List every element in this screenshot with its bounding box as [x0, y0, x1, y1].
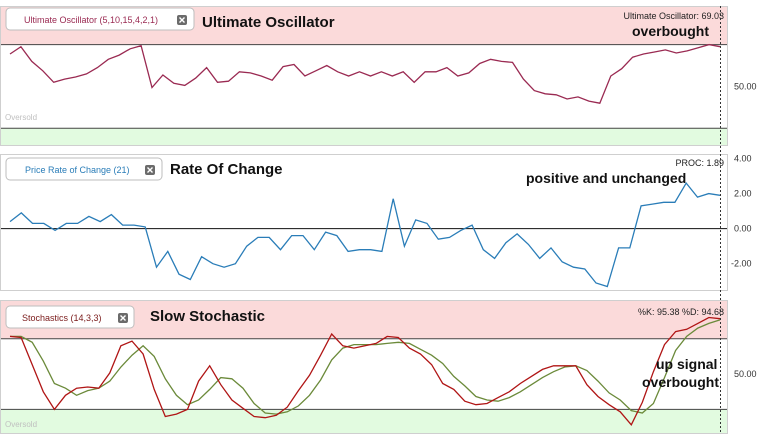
uo-badge-box — [5, 7, 195, 31]
stoch-title: Slow Stochastic — [150, 308, 265, 325]
uo-panel: Oversold 50.00 Ultimate Oscillator (5,10… — [0, 6, 757, 146]
stoch-annotation-line2: overbought — [642, 374, 719, 390]
roc-badge-box — [5, 157, 163, 181]
roc-panel: 4.00 2.00 0.00 -2.00 Price Rate of Chang… — [0, 154, 752, 291]
uo-oversold-label: Oversold — [5, 113, 37, 122]
stoch-close-icon[interactable] — [118, 313, 128, 323]
stoch-badge-box — [5, 305, 135, 329]
roc-tick-0: 0.00 — [734, 224, 752, 234]
uo-panel-border — [0, 6, 728, 146]
uo-tick-50: 50.00 — [734, 82, 757, 92]
roc-line — [9, 181, 721, 288]
stoch-badge[interactable]: Stochastics (14,3,3) — [5, 305, 135, 329]
roc-panel-border — [0, 154, 728, 291]
stoch-annotation-line1: up signal — [656, 356, 717, 372]
roc-badge-label: Price Rate of Change (21) — [25, 165, 130, 175]
roc-title: Rate Of Change — [170, 161, 283, 178]
stoch-badge-label: Stochastics (14,3,3) — [22, 313, 102, 323]
uo-readout: Ultimate Oscillator: 69.03 — [623, 11, 724, 21]
uo-badge[interactable]: Ultimate Oscillator (5,10,15,4,2,1) — [5, 7, 195, 31]
roc-badge[interactable]: Price Rate of Change (21) — [5, 157, 163, 181]
stoch-oversold-band — [1, 409, 727, 433]
uo-line — [9, 43, 721, 104]
stoch-d-line — [10, 319, 721, 415]
stoch-oversold-label: Oversold — [5, 420, 37, 429]
roc-readout: PROC: 1.89 — [675, 158, 724, 168]
uo-badge-label: Ultimate Oscillator (5,10,15,4,2,1) — [24, 15, 158, 25]
roc-close-icon[interactable] — [145, 165, 155, 175]
uo-oversold-band — [1, 128, 727, 145]
roc-tick-4: 4.00 — [734, 154, 752, 164]
stoch-tick-50: 50.00 — [734, 369, 757, 379]
uo-annotation: overbought — [632, 23, 709, 39]
stoch-panel: Oversold 50.00 Stochastics (14,3,3) Slow… — [0, 300, 757, 434]
uo-close-icon[interactable] — [177, 15, 187, 25]
roc-tick-minus-2: -2.00 — [731, 259, 752, 269]
roc-annotation: positive and unchanged — [526, 170, 686, 186]
stoch-readout: %K: 95.38 %D: 94.68 — [638, 307, 724, 317]
uo-title: Ultimate Oscillator — [202, 14, 335, 31]
roc-tick-2: 2.00 — [734, 189, 752, 199]
stoch-k-line — [9, 316, 721, 426]
